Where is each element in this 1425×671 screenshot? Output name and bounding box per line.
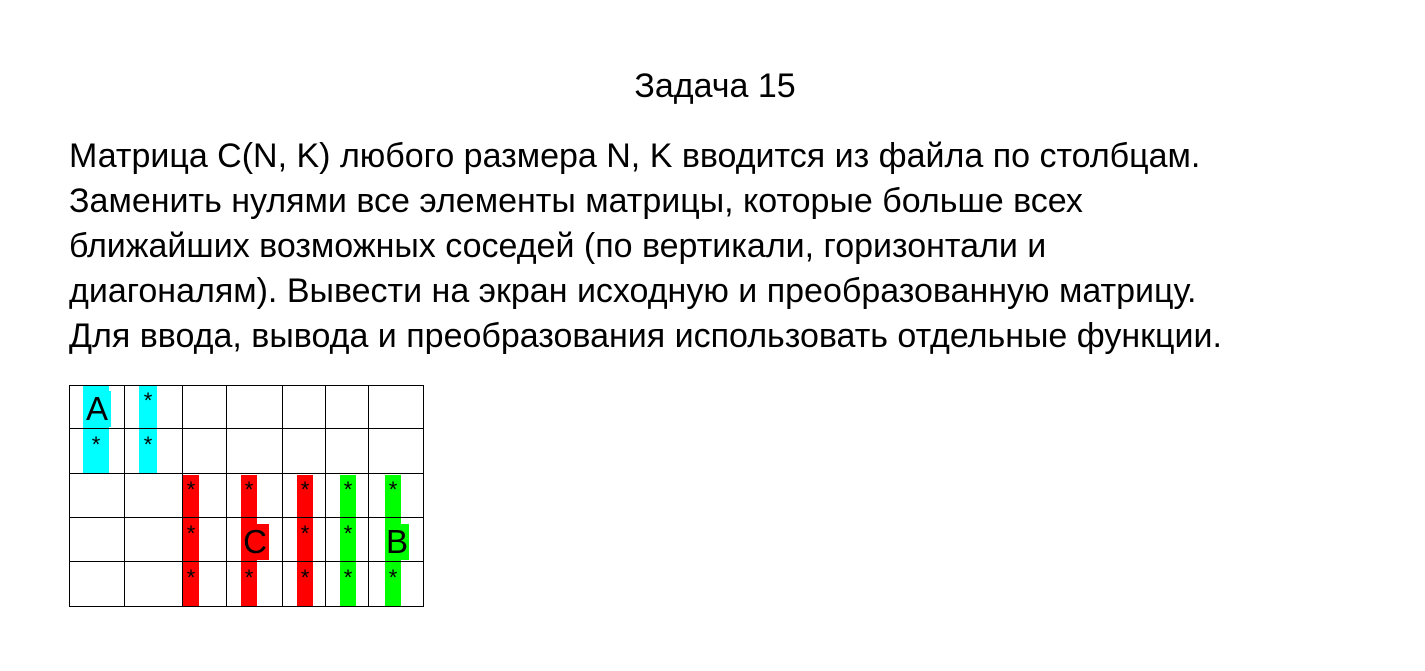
matrix-cell — [183, 518, 227, 562]
asterisk-mark: * — [300, 477, 310, 502]
asterisk-mark: * — [143, 432, 153, 457]
matrix-cell — [227, 562, 283, 607]
red-highlight-strip — [183, 475, 199, 607]
matrix-cell — [125, 385, 183, 429]
matrix-grid: A * * * * * * * * * C * * B * * * * * — [69, 385, 424, 607]
task-line: диагоналям). Вывести на экран исходную и… — [69, 272, 1197, 310]
matrix-cell — [183, 385, 227, 429]
asterisk-mark: * — [343, 521, 353, 546]
asterisk-mark: * — [186, 477, 196, 502]
matrix-cell — [326, 474, 369, 518]
matrix-cell — [183, 474, 227, 518]
matrix-cell — [369, 562, 424, 607]
label-highlight — [241, 524, 269, 560]
matrix-cell — [69, 429, 125, 474]
matrix-cell — [227, 518, 283, 562]
matrix-cell — [283, 518, 326, 562]
matrix-cell — [69, 385, 125, 429]
asterisk-mark: * — [300, 521, 310, 546]
asterisk-mark: * — [91, 432, 101, 457]
matrix-cell — [227, 474, 283, 518]
asterisk-mark: * — [143, 388, 153, 413]
asterisk-mark: * — [244, 565, 254, 590]
matrix-label-c: C — [243, 523, 267, 560]
matrix-cell — [326, 518, 369, 562]
matrix-cell — [326, 562, 369, 607]
matrix-cell — [369, 385, 424, 429]
matrix-cell — [326, 429, 369, 474]
matrix-cell — [69, 518, 125, 562]
matrix-cell — [227, 429, 283, 474]
matrix-cell — [283, 474, 326, 518]
matrix-cell — [283, 429, 326, 474]
matrix-cell — [183, 429, 227, 474]
matrix-cell — [369, 474, 424, 518]
task-line: Матрица C(N, K) любого размера N, K ввод… — [69, 137, 1201, 175]
matrix-cell — [125, 562, 183, 607]
matrix-cell — [227, 385, 283, 429]
matrix-cell — [69, 562, 125, 607]
asterisk-mark: * — [186, 565, 196, 590]
label-highlight — [83, 391, 111, 427]
asterisk-mark: * — [388, 565, 398, 590]
matrix-cell — [69, 474, 125, 518]
matrix-cell — [369, 429, 424, 474]
matrix-cell — [183, 562, 227, 607]
label-highlight — [385, 524, 409, 560]
matrix-cell — [125, 518, 183, 562]
red-highlight-strip — [297, 475, 313, 607]
matrix-cell — [283, 562, 326, 607]
asterisk-mark: * — [186, 521, 196, 546]
asterisk-mark: * — [343, 565, 353, 590]
matrix-label-a: A — [85, 390, 108, 427]
matrix-cell — [326, 385, 369, 429]
matrix-cell — [283, 385, 326, 429]
green-highlight-strip — [340, 475, 356, 607]
asterisk-mark: * — [300, 565, 310, 590]
task-description: Матрица C(N, K) любого размера N, K ввод… — [69, 134, 1409, 359]
matrix-cell — [125, 474, 183, 518]
task-line: ближайших возможных соседей (по вертикал… — [69, 227, 1047, 265]
asterisk-mark: * — [388, 477, 398, 502]
matrix-label-b: B — [385, 523, 408, 560]
asterisk-mark: * — [343, 477, 353, 502]
cyan-highlight-strip — [139, 386, 157, 474]
task-line: Заменить нулями все элементы матрицы, ко… — [69, 182, 1083, 220]
task-title: Задача 15 — [634, 67, 796, 105]
matrix-cell — [125, 429, 183, 474]
asterisk-mark: * — [244, 477, 254, 502]
task-line: Для ввода, вывода и преобразования испол… — [69, 317, 1222, 355]
matrix-cell — [369, 518, 424, 562]
